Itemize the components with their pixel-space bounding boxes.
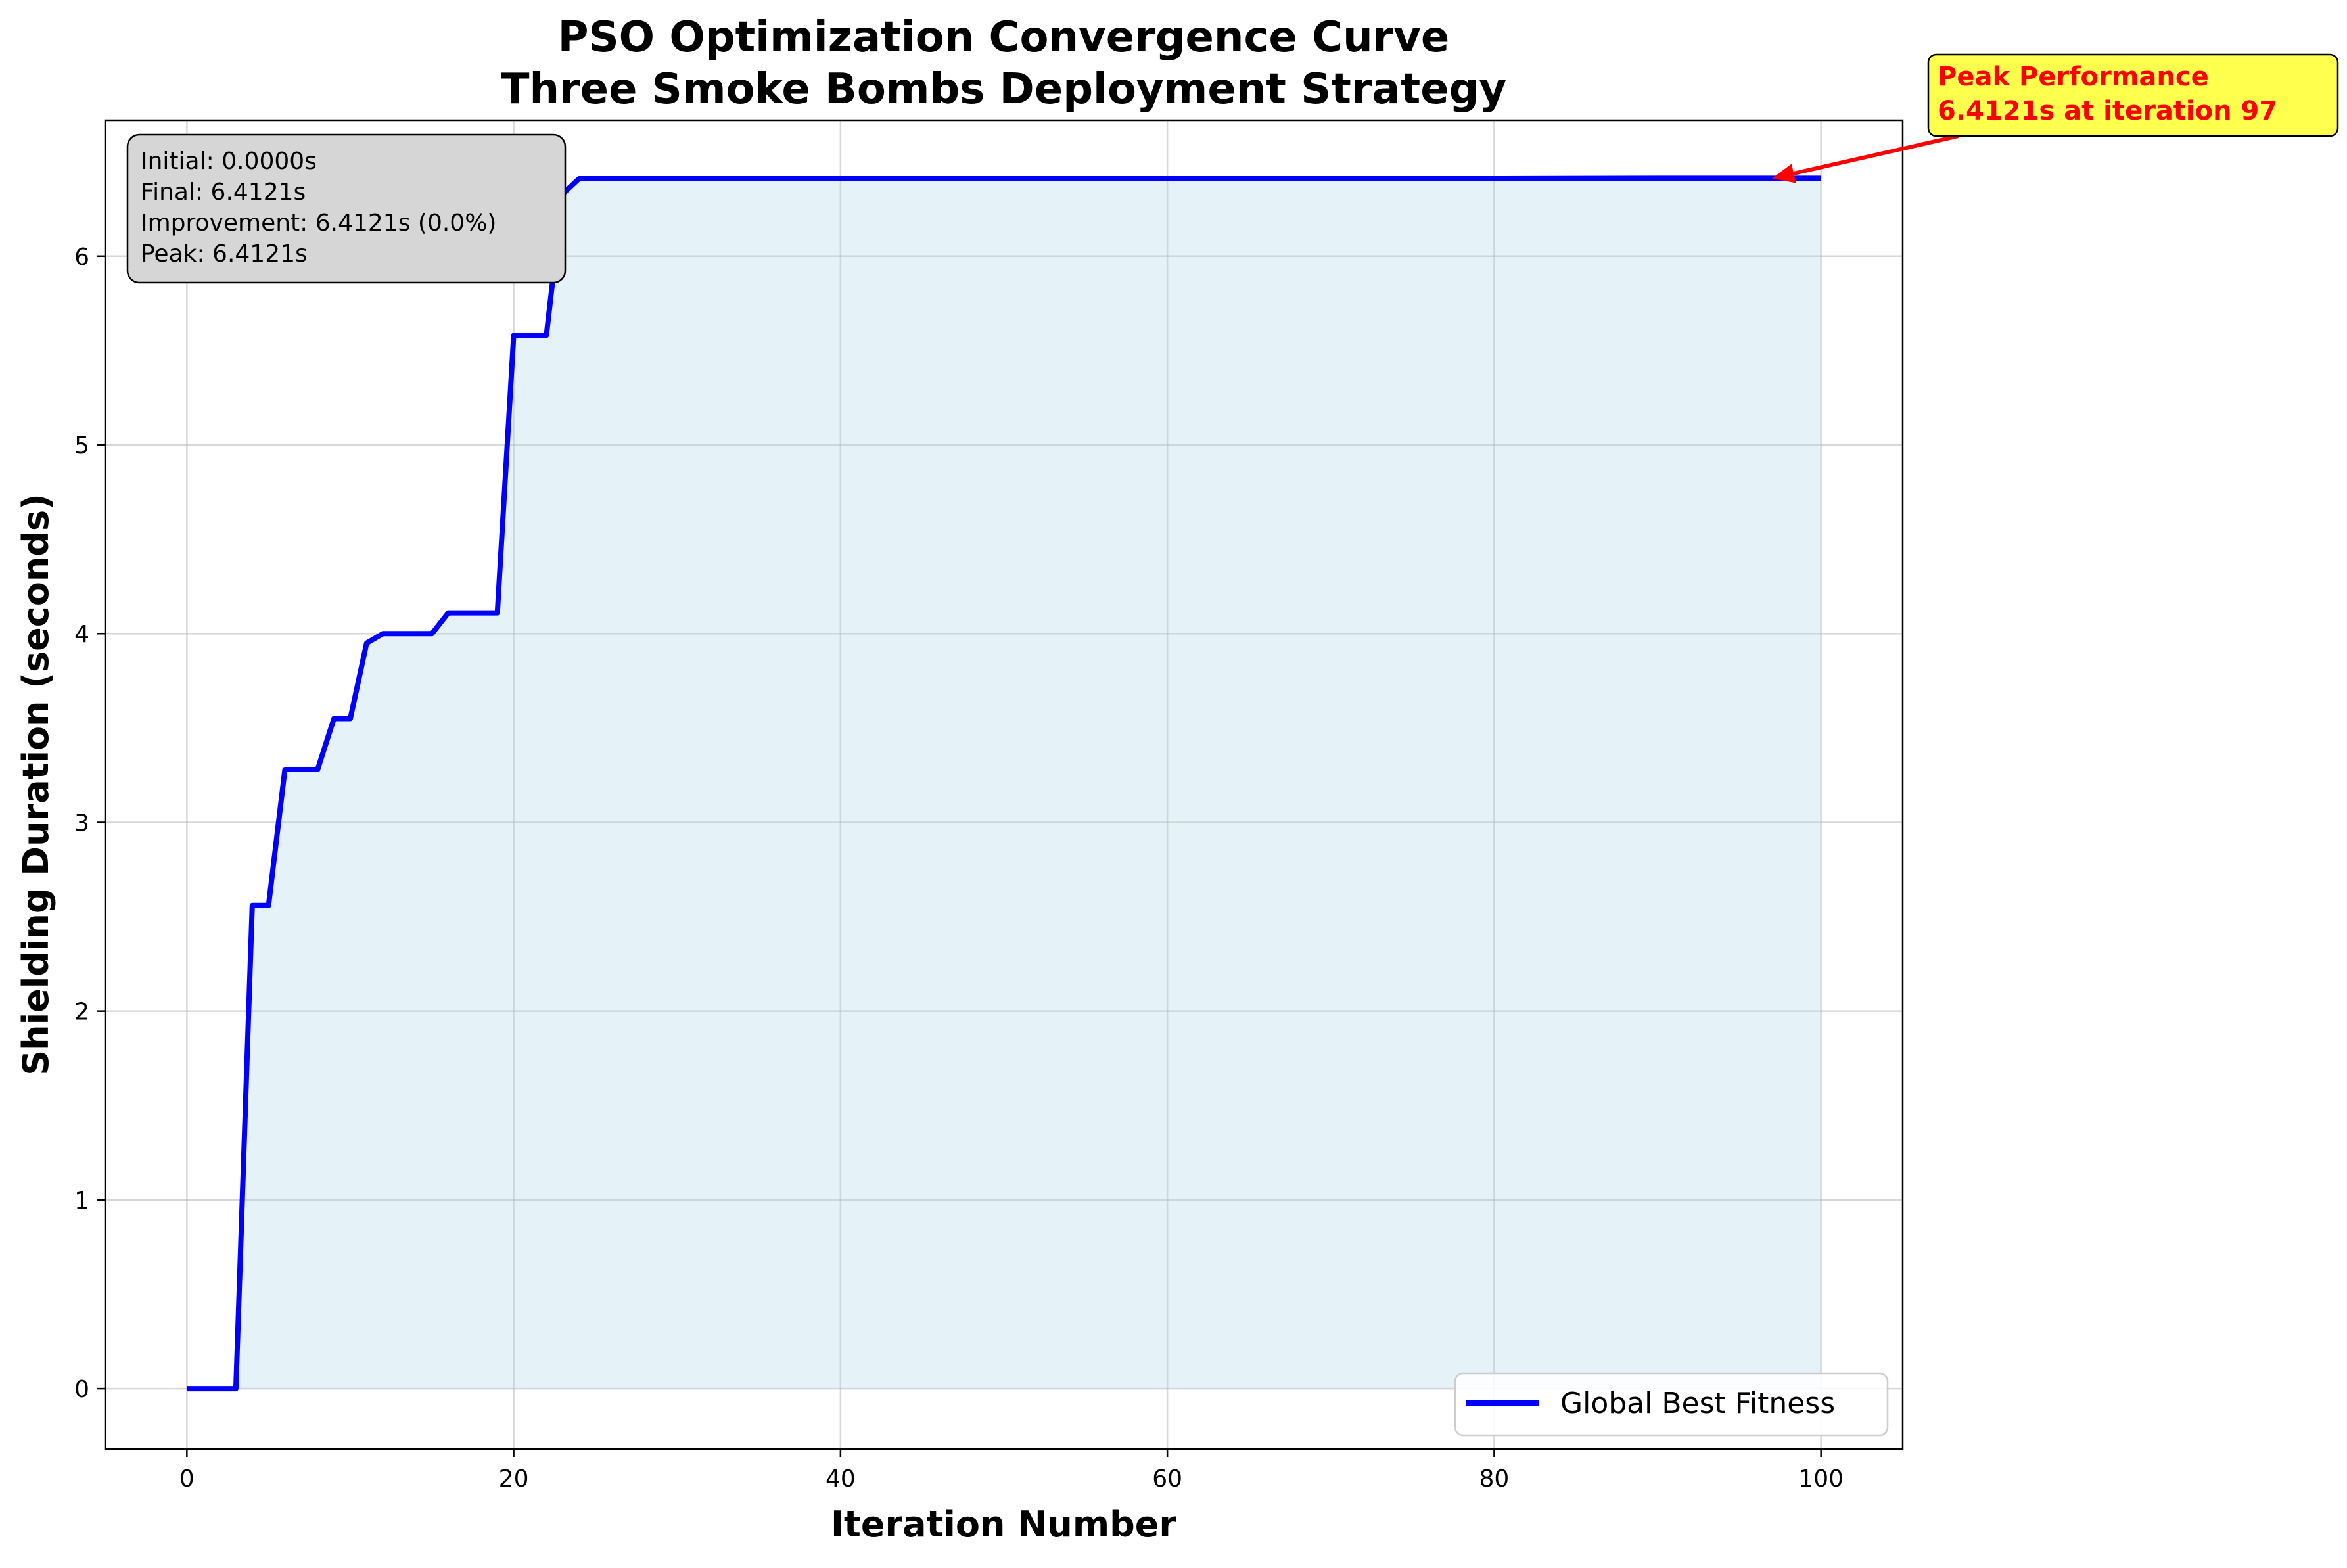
y-tick-label: 5 bbox=[74, 432, 89, 459]
annotation-arrow-head bbox=[1772, 164, 1796, 183]
annotation-line-2: 6.4121s at iteration 97 bbox=[1938, 96, 2277, 126]
x-tick-label: 40 bbox=[825, 1465, 856, 1492]
x-tick-label: 80 bbox=[1479, 1465, 1510, 1492]
stats-box-background bbox=[126, 133, 567, 284]
x-tick-label: 100 bbox=[1798, 1465, 1844, 1492]
legend-box bbox=[1454, 1372, 1889, 1437]
chart-title-line-2: Three Smoke Bombs Deployment Strategy bbox=[501, 65, 1506, 114]
x-tick-label: 0 bbox=[179, 1465, 195, 1492]
plot-frame bbox=[104, 119, 1904, 1450]
annotation-arrow bbox=[1793, 134, 1959, 175]
y-tick-label: 6 bbox=[74, 244, 89, 271]
stats-improvement: Improvement: 6.4121s (0.0%) bbox=[141, 210, 496, 237]
peak-annotation: Peak Performance 6.4121s at iteration 97 bbox=[1772, 53, 2339, 183]
y-tick-label: 4 bbox=[74, 621, 89, 648]
x-axis-ticks: 0 20 40 60 80 100 bbox=[179, 1449, 1844, 1492]
y-tick-label: 2 bbox=[74, 999, 89, 1026]
y-axis-ticks: 0 1 2 3 4 5 6 bbox=[74, 244, 105, 1403]
stats-initial: Initial: 0.0000s bbox=[141, 148, 317, 175]
x-axis-label: Iteration Number bbox=[831, 1504, 1176, 1545]
legend: Global Best Fitness bbox=[1454, 1372, 1889, 1437]
y-tick-label: 0 bbox=[74, 1376, 89, 1403]
area-under-curve bbox=[187, 178, 1821, 1389]
x-tick-label: 20 bbox=[499, 1465, 529, 1492]
series-line-global-best-fitness bbox=[187, 175, 1821, 1392]
annotation-line-1: Peak Performance bbox=[1938, 62, 2209, 92]
stats-peak: Peak: 6.4121s bbox=[141, 241, 308, 267]
grid-lines bbox=[105, 120, 1903, 1449]
annotation-box bbox=[1927, 53, 2339, 137]
stats-final: Final: 6.4121s bbox=[141, 179, 306, 206]
legend-label: Global Best Fitness bbox=[1560, 1387, 1835, 1420]
y-tick-label: 3 bbox=[74, 810, 89, 837]
y-tick-label: 1 bbox=[74, 1188, 89, 1214]
stats-box: Initial: 0.0000s Final: 6.4121s Improvem… bbox=[126, 133, 567, 284]
x-tick-label: 60 bbox=[1152, 1465, 1182, 1492]
y-axis-label: Shielding Duration (seconds) bbox=[15, 494, 57, 1076]
chart-title-line-1: PSO Optimization Convergence Curve bbox=[558, 13, 1450, 62]
